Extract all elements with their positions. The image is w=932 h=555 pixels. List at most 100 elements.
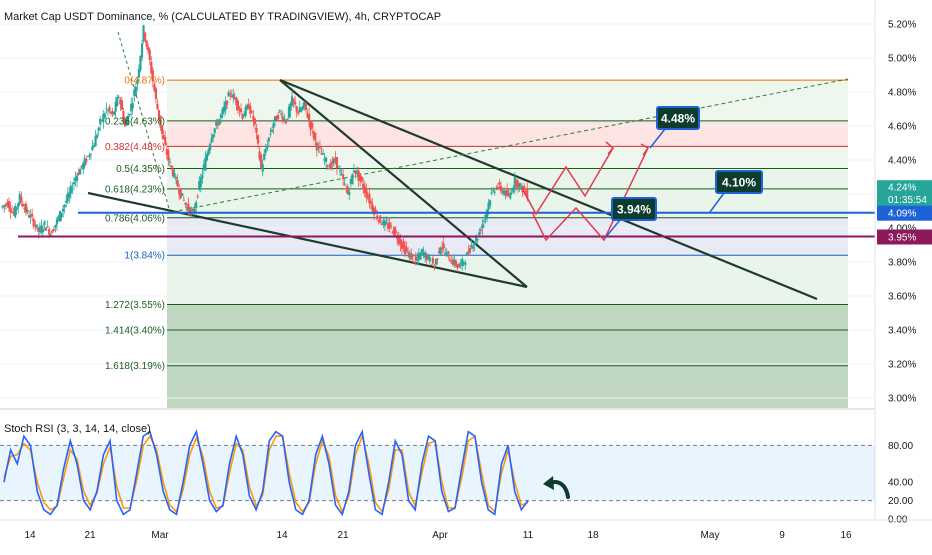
- candle-body: [65, 200, 68, 203]
- candle-body: [411, 254, 414, 257]
- candle-body: [283, 118, 286, 120]
- candle-body: [504, 190, 507, 196]
- candle-body: [102, 113, 105, 123]
- candle-body: [253, 118, 257, 125]
- price-tick-label: 5.00%: [888, 54, 916, 65]
- candle-body: [184, 202, 187, 205]
- candle-body: [44, 227, 48, 231]
- candle-body: [332, 158, 335, 164]
- candle-body: [526, 188, 529, 198]
- trend-lines: [87, 31, 849, 301]
- candle-body: [292, 98, 295, 102]
- candle-body: [182, 199, 185, 201]
- candle-body: [400, 242, 404, 249]
- candle-body: [303, 101, 306, 107]
- candle-body: [490, 192, 493, 194]
- candle-body: [116, 97, 119, 107]
- candle-body: [133, 89, 136, 96]
- candle-body: [467, 251, 470, 254]
- candle-body: [286, 118, 289, 120]
- candle-body: [376, 215, 379, 220]
- candle-body: [212, 134, 215, 139]
- candle-body: [372, 207, 376, 215]
- candle-body: [208, 143, 212, 151]
- time-tick-label: 14: [24, 530, 36, 541]
- target-pointer: [709, 192, 725, 213]
- target-labels: 4.48% 3.94% 4.10%: [604, 106, 763, 239]
- price-tick-label: 3.40%: [888, 326, 916, 337]
- candle-body: [334, 157, 337, 161]
- candle-body: [475, 236, 478, 242]
- candle-body: [314, 132, 317, 141]
- candle-body: [232, 94, 235, 98]
- candle-body: [136, 79, 139, 85]
- candle-body: [148, 50, 151, 60]
- candle-body: [17, 202, 20, 208]
- price-tick-label: 4.80%: [888, 88, 916, 99]
- candle-body: [295, 106, 298, 112]
- candle-body: [139, 55, 142, 71]
- candle-body: [14, 206, 17, 218]
- candle-body: [109, 111, 113, 114]
- candle-body: [424, 252, 427, 258]
- candle-body: [210, 137, 213, 143]
- candle-body: [459, 263, 462, 265]
- candle-body: [69, 185, 72, 194]
- candle-body: [354, 170, 357, 174]
- candle-body: [154, 88, 158, 99]
- candle-body: [427, 255, 430, 259]
- price-tick-label: 3.00%: [888, 394, 916, 405]
- candle-body: [454, 261, 458, 267]
- fib-label: 1(3.84%): [124, 251, 165, 262]
- candle-body: [142, 25, 145, 42]
- candle-body: [439, 247, 442, 254]
- candle-body: [479, 229, 482, 232]
- fib-label: 0.236(4.63%): [105, 116, 165, 127]
- fib-zone: [167, 330, 848, 366]
- candle-body: [106, 109, 110, 111]
- candle-body: [414, 256, 417, 261]
- candle-body: [165, 148, 168, 155]
- candle-body: [164, 136, 167, 145]
- candle-body: [77, 173, 80, 175]
- candle-body: [523, 185, 526, 190]
- candle-body: [471, 246, 475, 249]
- candle-body: [227, 92, 230, 97]
- target-box: [656, 106, 700, 130]
- candle-body: [151, 70, 154, 82]
- candle-body: [168, 161, 171, 163]
- candle-body: [281, 116, 284, 121]
- candle-body: [476, 239, 479, 241]
- candle-body: [224, 101, 227, 110]
- candle-body: [222, 106, 226, 112]
- candle-body: [410, 253, 413, 260]
- target-box: [715, 170, 763, 194]
- candle-body: [391, 231, 394, 234]
- candle-body: [134, 86, 137, 97]
- candle-body: [176, 180, 179, 187]
- current-price-label: 4.24%: [888, 183, 916, 194]
- candle-body: [450, 262, 453, 264]
- candle-body: [453, 259, 456, 265]
- candle-body: [41, 229, 45, 233]
- candle-body: [326, 165, 329, 167]
- candle-body: [75, 175, 79, 181]
- candle-body: [329, 163, 332, 169]
- candle-body: [360, 176, 363, 182]
- candle-body: [6, 202, 9, 207]
- candle-body: [4, 204, 7, 206]
- candle-body: [43, 221, 46, 225]
- candle-body: [144, 32, 147, 41]
- candle-body: [239, 108, 243, 113]
- candle-body: [277, 115, 280, 119]
- candle-body: [405, 247, 408, 252]
- candle-body: [147, 46, 150, 51]
- candle-body: [66, 193, 69, 202]
- candle-body: [346, 186, 349, 195]
- candle-body: [20, 196, 23, 202]
- candle-body: [51, 230, 54, 234]
- candle-body: [515, 180, 518, 187]
- candle-body: [123, 120, 127, 126]
- candle-body: [260, 154, 263, 168]
- candle-body: [27, 215, 31, 218]
